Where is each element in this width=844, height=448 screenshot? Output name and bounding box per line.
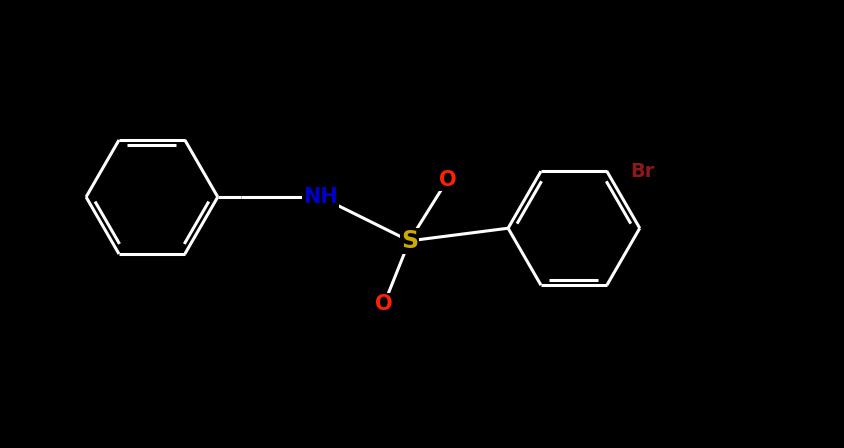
Text: S: S bbox=[401, 229, 418, 253]
Text: NH: NH bbox=[303, 187, 338, 207]
Text: O: O bbox=[376, 294, 392, 314]
Text: O: O bbox=[439, 170, 456, 190]
Text: Br: Br bbox=[630, 162, 655, 181]
